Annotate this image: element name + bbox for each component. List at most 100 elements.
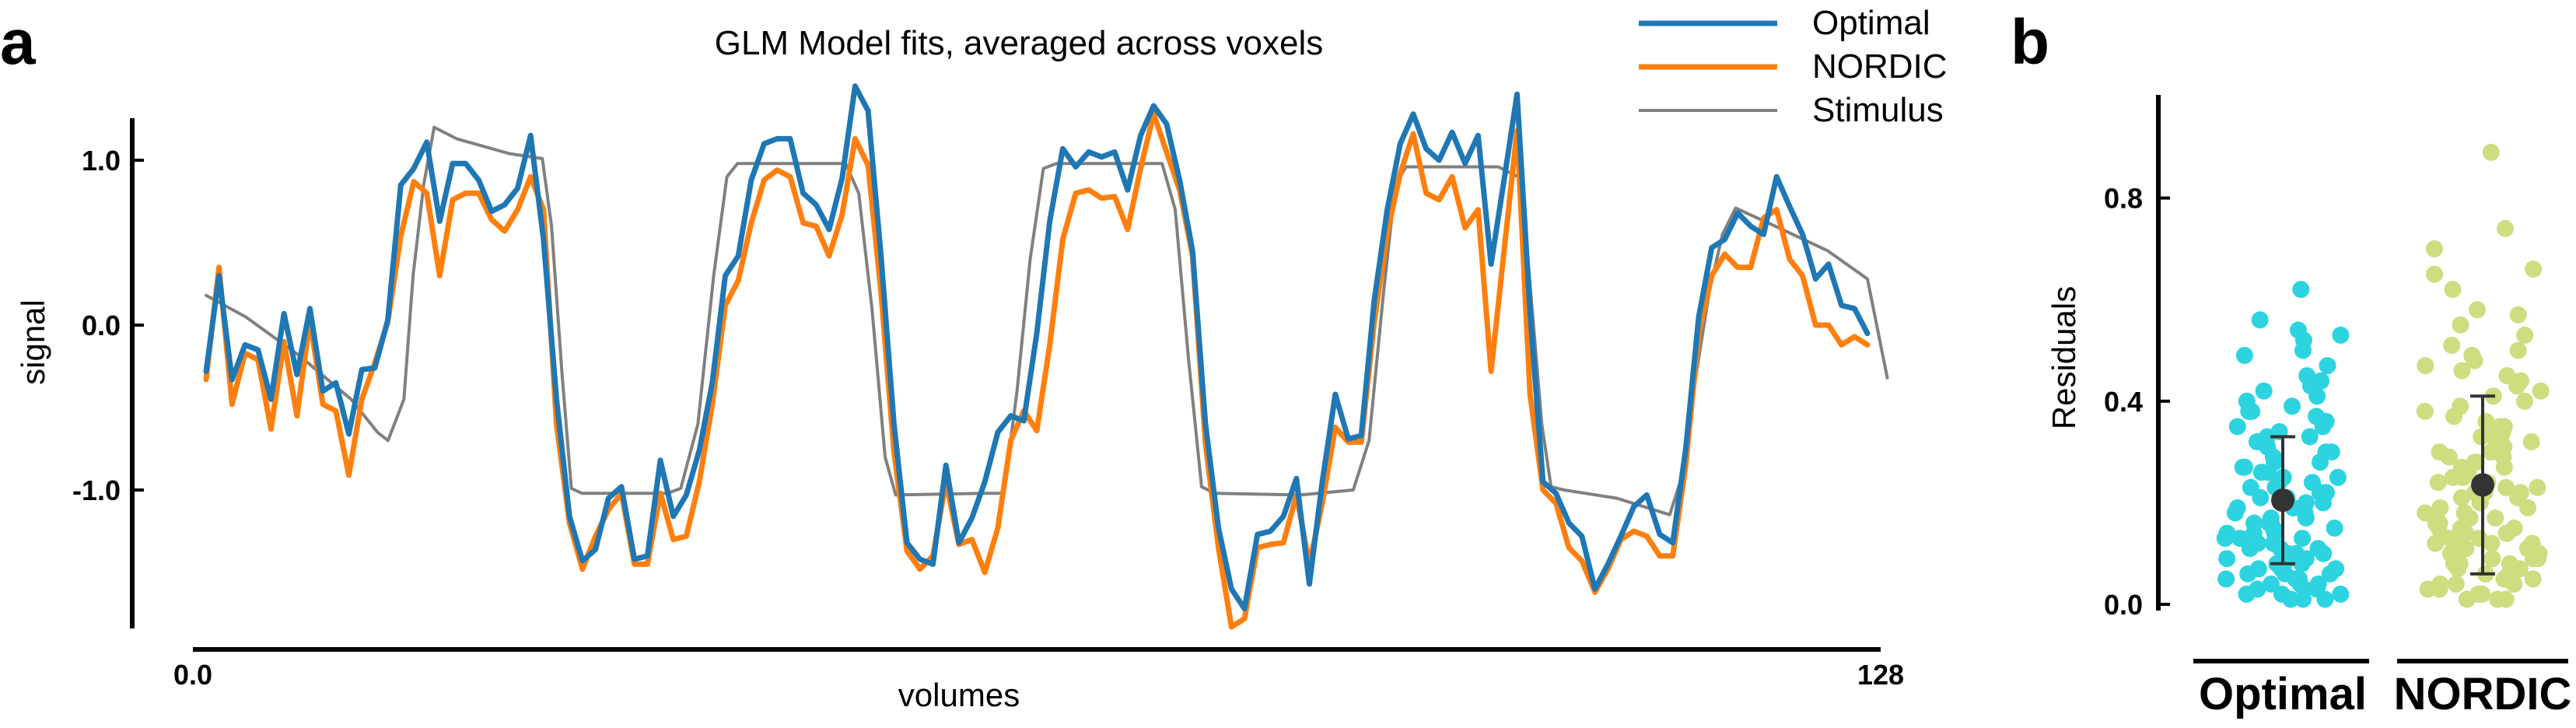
residual-point-nordic [2440,448,2458,466]
residual-point-nordic [2497,219,2514,237]
residual-point-nordic [2458,590,2476,608]
residual-point-optimal [2282,590,2300,608]
residual-point-nordic [2445,408,2463,425]
residual-point-optimal [2308,387,2326,405]
residual-point-optimal [2218,550,2236,568]
residual-point-optimal [2217,570,2235,588]
residual-point-optimal [2226,504,2244,522]
residual-point-nordic [2516,392,2533,410]
residual-point-nordic [2417,357,2434,375]
residual-point-nordic [2505,575,2523,593]
residual-point-optimal [2252,488,2270,506]
residual-point-nordic [2455,504,2473,522]
residual-point-optimal [2235,347,2253,364]
residual-point-optimal [2294,530,2311,548]
panel-a-line-chart: GLM Model fits, averaged across voxels 1… [15,4,1948,713]
residual-point-nordic [2482,143,2500,161]
chart-a-y-axis-label: signal [15,299,51,385]
residual-point-optimal [2259,464,2277,481]
legend-label-stimulus: Stimulus [1812,91,1944,129]
residual-point-nordic [2508,377,2526,395]
residual-point-optimal [2321,565,2339,583]
residual-point-nordic [2466,352,2483,369]
chart-b-y-tick-label: 0.4 [2104,386,2143,418]
residual-point-nordic [2484,428,2502,446]
residual-point-optimal [2315,494,2332,512]
chart-a-y-tick-label: 1.0 [82,145,121,177]
category-label-optimal: Optimal [2199,669,2367,719]
residual-point-nordic [2449,560,2467,578]
residual-point-nordic [2430,520,2448,537]
residual-point-optimal [2240,402,2258,420]
residual-point-nordic [2524,570,2542,588]
panel-a-letter: a [0,7,37,78]
residual-point-nordic [2426,265,2444,283]
residual-point-nordic [2416,402,2434,420]
residual-point-optimal [2216,530,2234,548]
residual-point-nordic [2509,341,2527,359]
chart-a-y-tick-label: -1.0 [72,474,121,506]
legend-label-optimal: Optimal [1812,4,1930,42]
residual-point-nordic [2483,550,2501,568]
residual-point-optimal [2301,428,2319,446]
category-label-nordic: NORDIC [2394,669,2572,719]
residual-point-optimal [2262,575,2280,593]
residual-point-nordic [2454,468,2472,486]
series-line-stimulus [205,125,1889,516]
residual-point-nordic [2453,488,2470,506]
residual-point-nordic [2431,499,2449,516]
panel-b-letter: b [2011,7,2049,78]
residual-point-optimal [2297,509,2315,527]
residual-point-nordic [2489,590,2507,608]
residual-point-nordic [2443,337,2461,354]
residual-point-optimal [2329,468,2347,486]
residual-point-nordic [2469,301,2486,319]
residual-point-optimal [2234,458,2252,476]
chart-a-x-axis-label: volumes [898,677,1020,713]
panel-b-scatter-chart: 0.8 0.4 0.0 Residuals Optimal NORDIC [2046,95,2571,719]
residual-point-nordic [2452,520,2469,537]
residual-point-nordic [2532,382,2550,400]
residual-point-optimal [2239,565,2257,583]
chart-a-x-tick-label: 128 [1857,659,1904,691]
chart-a-y-tick-label: 0.0 [82,310,121,341]
residual-point-nordic [2497,478,2515,496]
mean-marker-optimal [2271,488,2294,513]
residual-point-nordic [2452,316,2469,334]
chart-b-y-axis-label: Residuals [2046,286,2082,429]
residual-point-nordic [2519,499,2537,516]
residual-point-optimal [2314,418,2332,436]
residual-point-optimal [2294,341,2312,359]
residual-point-optimal [2293,555,2311,572]
residual-point-optimal [2316,590,2334,608]
residual-point-optimal [2315,544,2333,562]
residual-point-optimal [2294,590,2312,608]
chart-b-y-tick-label: 0.8 [2104,183,2143,215]
series-line-nordic [203,111,1871,630]
residual-point-optimal [2284,397,2301,415]
residual-point-nordic [2453,362,2471,380]
residual-point-nordic [2509,306,2527,324]
legend-label-nordic: NORDIC [1812,47,1948,86]
chart-a-x-tick-label: 0.0 [173,659,212,691]
residual-point-optimal [2241,540,2259,558]
residual-point-optimal [2332,326,2350,344]
chart-a-title: GLM Model fits, averaged across voxels [715,24,1324,62]
series-line-optimal [203,83,1871,612]
residual-point-nordic [2522,433,2540,450]
residual-point-nordic [2429,474,2447,492]
residual-point-optimal [2312,453,2329,471]
residual-point-nordic [2425,240,2443,257]
residual-point-nordic [2487,509,2504,527]
residual-point-nordic [2427,534,2445,552]
residual-point-nordic [2495,458,2513,476]
residual-point-optimal [2332,585,2350,603]
residual-point-optimal [2319,357,2336,375]
residual-point-nordic [2444,281,2462,299]
residual-point-optimal [2228,418,2246,436]
residual-point-optimal [2326,520,2343,537]
residual-point-nordic [2431,580,2448,598]
residual-point-optimal [2238,585,2256,603]
residual-point-nordic [2483,534,2501,552]
residual-point-optimal [2292,281,2310,299]
